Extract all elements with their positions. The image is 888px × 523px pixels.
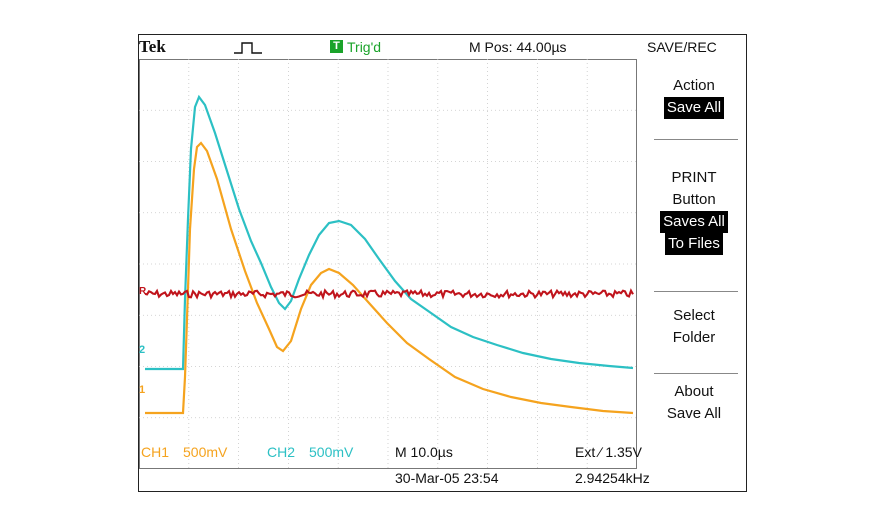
trigger-frequency: 2.94254kHz	[575, 470, 650, 486]
trigger-source: Ext ∕ 1.35V	[575, 444, 642, 460]
menu-about-label-2: Save All	[666, 405, 722, 422]
ch1-marker: 1	[139, 384, 146, 396]
menu-print-label-1: PRINT	[671, 169, 717, 186]
menu-print-value-1: Saves All	[660, 211, 728, 233]
graticule	[139, 59, 637, 469]
menu-action-value: Save All	[663, 97, 725, 119]
trigger-pulse-icon	[234, 42, 262, 54]
menu-print-value-2: To Files	[665, 233, 723, 255]
menu-select-folder-button[interactable]: Select Folder	[644, 305, 744, 349]
menu-print-button[interactable]: PRINT Button Saves All To Files	[644, 167, 744, 255]
trigger-badge: T	[330, 40, 343, 53]
menu-action-button[interactable]: Action Save All	[644, 75, 744, 119]
timebase: M 10.0µs	[395, 444, 453, 460]
date-time: 30-Mar-05 23:54	[395, 470, 499, 486]
menu-divider	[654, 291, 738, 292]
menu-divider	[654, 139, 738, 140]
oscilloscope-screen: Tek T Trig'd M Pos: 44.00µs SAVE/REC R 2…	[138, 34, 747, 492]
ch1-label: CH1	[141, 444, 170, 460]
ch2-label: CH2	[267, 444, 296, 460]
menu-divider	[654, 373, 738, 374]
ch1-trace	[145, 141, 634, 415]
waveform-display: R 2 1	[139, 59, 637, 469]
menu-print-label-2: Button	[672, 191, 716, 208]
menu-select-label-1: Select	[673, 307, 715, 324]
ch2-scale: 500mV	[309, 444, 354, 460]
menu-about-label-1: About	[674, 383, 714, 400]
menu-select-label-2: Folder	[672, 329, 716, 346]
side-menu: Action Save All PRINT Button Saves All T…	[644, 61, 744, 465]
menu-action-label: Action	[673, 77, 715, 94]
ch1-scale: 500mV	[183, 444, 228, 460]
menu-title: SAVE/REC	[647, 39, 717, 55]
ch2-marker: 2	[139, 344, 146, 356]
menu-about-button[interactable]: About Save All	[644, 381, 744, 425]
reference-trace	[144, 288, 634, 301]
reference-marker: R	[139, 286, 147, 297]
ch2-trace	[145, 94, 634, 371]
brand-logo: Tek	[139, 37, 166, 56]
trigger-status: Trig'd	[347, 39, 382, 55]
horizontal-position: M Pos: 44.00µs	[469, 39, 567, 55]
